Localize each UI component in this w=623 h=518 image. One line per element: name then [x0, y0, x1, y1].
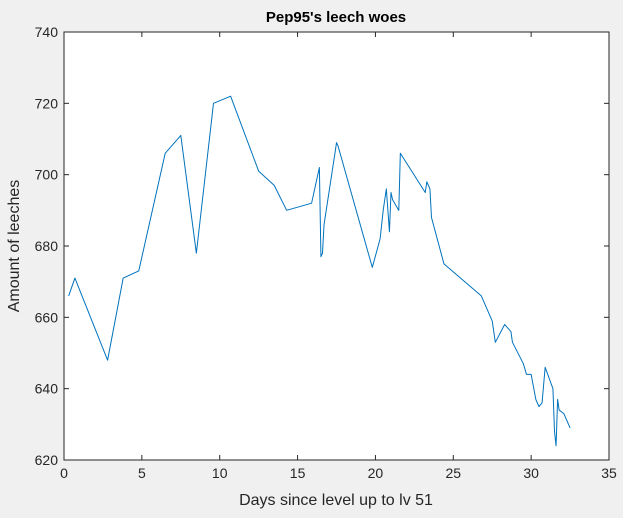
x-axis-label: Days since level up to lv 51	[239, 492, 433, 509]
x-tick-label: 5	[138, 465, 146, 481]
y-tick-label: 620	[35, 452, 59, 468]
y-tick-label: 700	[35, 167, 59, 183]
x-tick-label: 20	[368, 465, 384, 481]
x-tick-label: 10	[212, 465, 228, 481]
x-tick-label: 15	[290, 465, 306, 481]
axes-box	[63, 31, 610, 461]
y-tick-label: 680	[35, 238, 59, 254]
y-tick-label: 720	[35, 95, 59, 111]
y-tick-label: 740	[35, 24, 59, 40]
y-axis-label: Amount of leeches	[6, 180, 23, 313]
y-tick-label: 640	[35, 381, 59, 397]
x-tick-label: 0	[60, 465, 68, 481]
chart-title: Pep95's leech woes	[266, 9, 406, 26]
x-tick-label: 25	[445, 465, 461, 481]
plot-area	[64, 32, 609, 460]
x-tick-label: 35	[601, 465, 617, 481]
x-tick-label: 30	[523, 465, 539, 481]
y-tick-label: 660	[35, 309, 59, 325]
series-line	[68, 95, 571, 447]
